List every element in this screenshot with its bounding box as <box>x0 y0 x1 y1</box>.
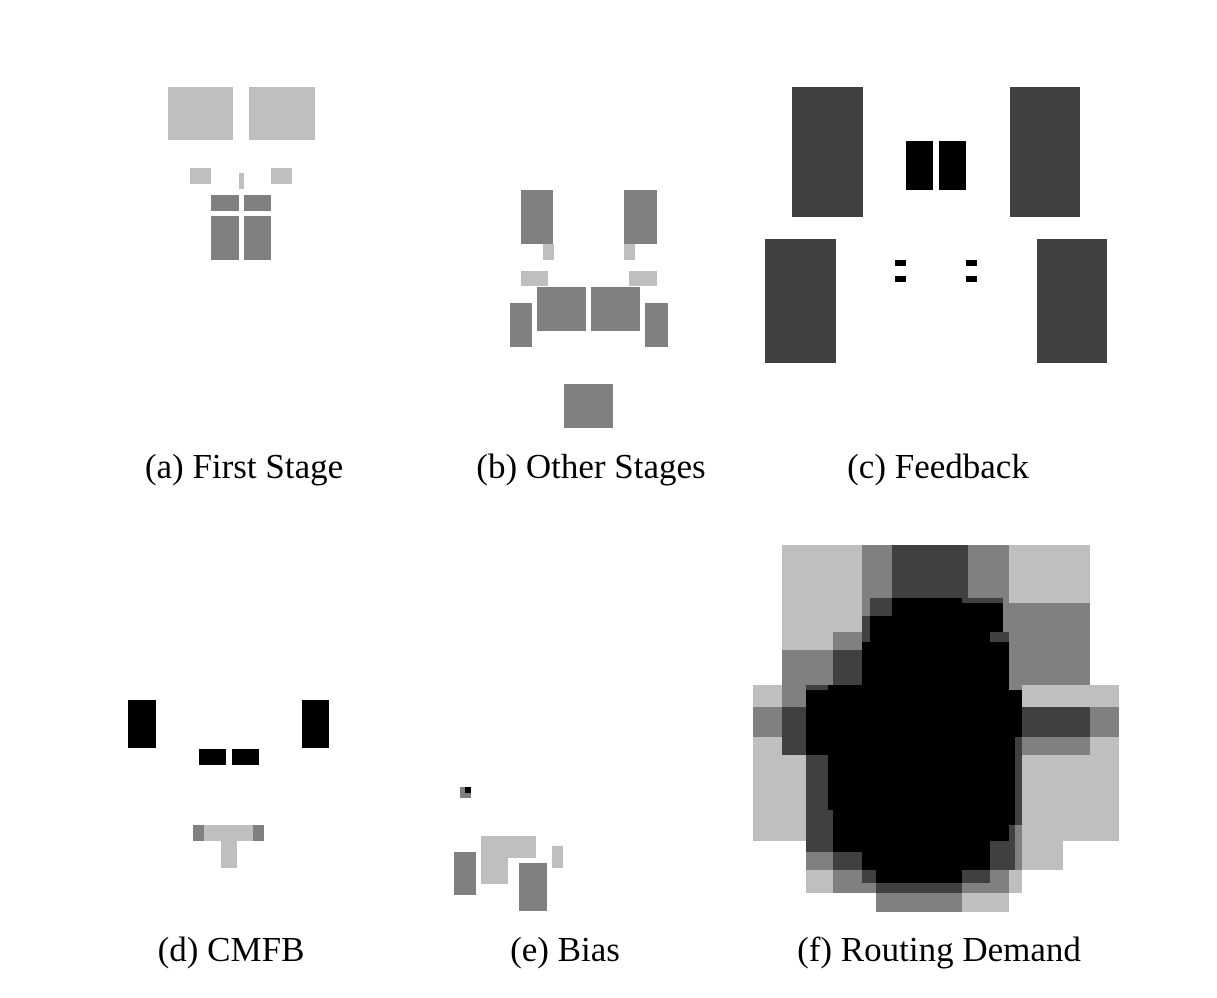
block <box>629 271 657 286</box>
panel-caption: (d) CMFB <box>158 930 305 969</box>
block <box>128 700 156 748</box>
block <box>465 787 471 793</box>
block <box>552 846 563 868</box>
block <box>624 244 635 260</box>
block <box>792 87 863 217</box>
block <box>543 244 554 260</box>
panel-caption: (f) Routing Demand <box>797 930 1081 969</box>
panel-cmfb: (d) CMFB <box>128 700 329 969</box>
panel-other-stages: (b) Other Stages <box>476 190 706 486</box>
block <box>211 216 239 260</box>
block <box>481 836 536 858</box>
block <box>249 87 315 140</box>
block <box>765 239 836 363</box>
block <box>302 700 329 748</box>
panel-first-stage: (a) First Stage <box>145 87 343 486</box>
block <box>564 384 613 428</box>
block <box>624 190 657 244</box>
panel-caption: (e) Bias <box>510 930 620 969</box>
block <box>244 216 271 260</box>
block <box>906 141 933 190</box>
panel-routing-demand: (f) Routing Demand <box>753 545 1119 969</box>
block <box>481 858 508 884</box>
block <box>193 825 264 841</box>
block <box>454 852 476 895</box>
block <box>193 825 204 841</box>
block <box>521 190 553 244</box>
panel-feedback: (c) Feedback <box>765 87 1107 486</box>
block <box>537 287 586 331</box>
panel-bias: (e) Bias <box>454 787 620 969</box>
block <box>521 271 548 286</box>
block <box>895 276 906 282</box>
block <box>253 825 264 841</box>
block <box>271 168 292 184</box>
block <box>190 168 211 184</box>
panel-caption: (c) Feedback <box>847 447 1029 486</box>
panel-caption: (a) First Stage <box>145 447 343 486</box>
block <box>806 598 1022 883</box>
block <box>1037 239 1107 363</box>
block <box>239 173 244 189</box>
block <box>645 303 668 347</box>
block <box>221 841 237 868</box>
block <box>1010 87 1080 217</box>
block <box>244 195 271 211</box>
block <box>168 87 233 140</box>
block <box>895 260 906 266</box>
block <box>232 749 259 765</box>
block <box>199 749 226 765</box>
block <box>591 287 640 331</box>
block <box>519 863 547 911</box>
block <box>966 276 977 282</box>
block <box>966 260 977 266</box>
block <box>510 303 532 347</box>
block <box>211 195 239 211</box>
block <box>939 141 966 190</box>
panel-caption: (b) Other Stages <box>476 447 705 486</box>
